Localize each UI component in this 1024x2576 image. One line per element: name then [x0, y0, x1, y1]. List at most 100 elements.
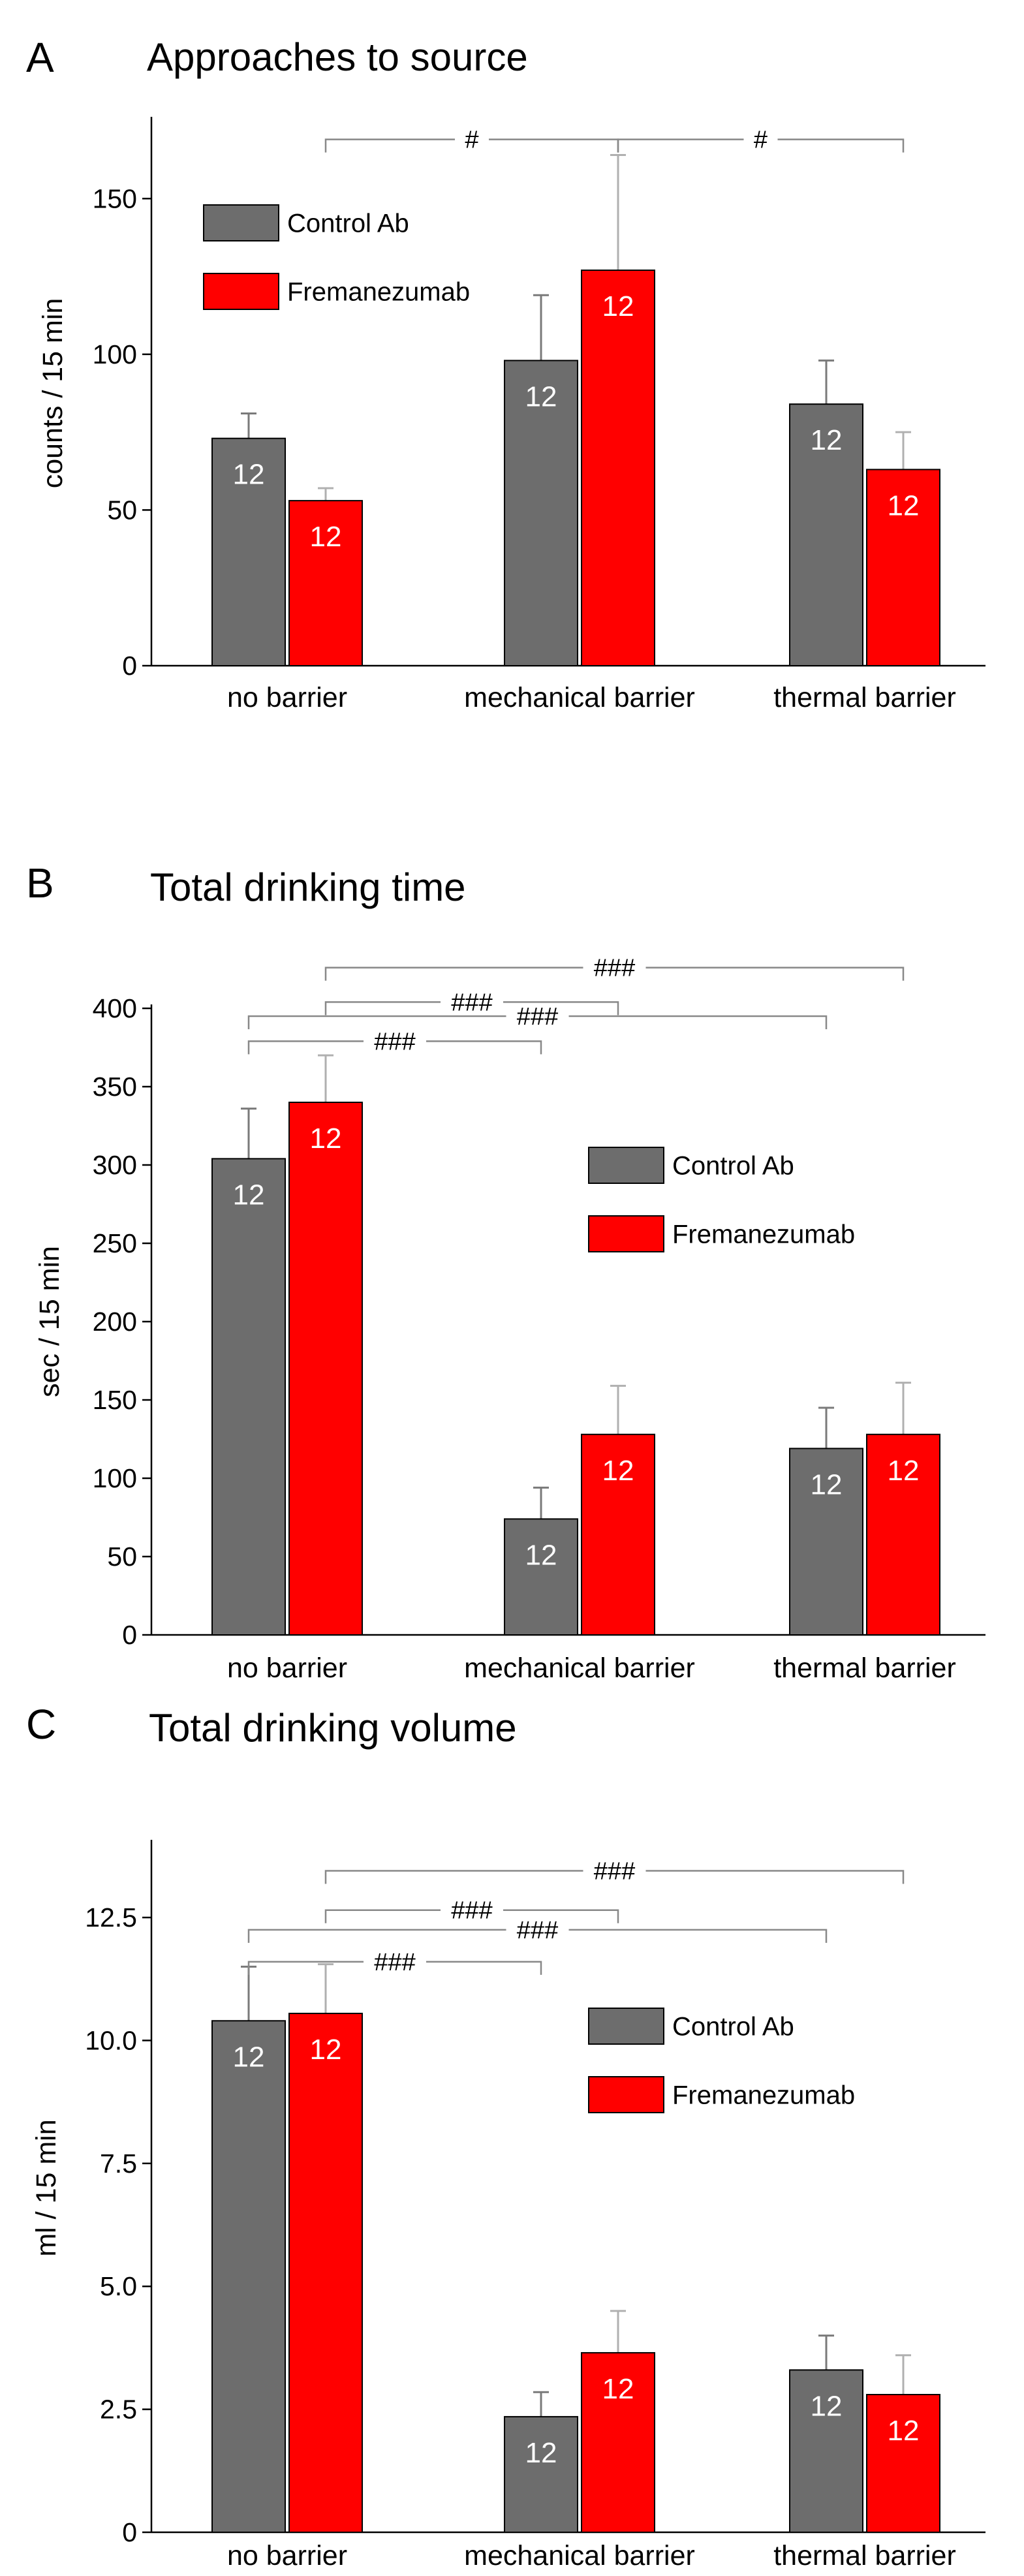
- bar-n-label: 12: [602, 290, 634, 322]
- y-tick-label: 300: [93, 1150, 137, 1180]
- significance-bracket: [247, 1929, 828, 1943]
- significance-label: #: [754, 127, 768, 154]
- y-tick-label: 350: [93, 1072, 137, 1102]
- legend-swatch: [203, 204, 279, 241]
- legend-label: Fremanezumab: [672, 2081, 855, 2110]
- bar: [789, 2369, 863, 2534]
- x-category-label: thermal barrier: [773, 2540, 956, 2571]
- legend-swatch: [588, 2008, 664, 2045]
- y-axis-label: ml / 15 min: [31, 2119, 62, 2256]
- legend-label: Control Ab: [672, 1152, 794, 1181]
- significance-label: ###: [594, 955, 635, 982]
- bar: [211, 437, 286, 667]
- plot-area: 0 50 100 150 200 250 300 350 400 sec / 15 min 12 12…: [34, 955, 985, 1684]
- bar-n-label: 12: [233, 1179, 265, 1211]
- significance-bracket: [247, 1015, 828, 1029]
- significance-label: ###: [517, 1917, 558, 1944]
- bar-n-label: 12: [811, 1468, 843, 1500]
- significance-bracket: [324, 1870, 905, 1884]
- bar: [288, 1102, 363, 1636]
- y-tick-label: 50: [107, 495, 137, 525]
- significance-bracket: [324, 967, 905, 981]
- bar-n-label: 12: [525, 1539, 557, 1571]
- y-tick-label: 400: [93, 993, 137, 1023]
- bar: [288, 500, 363, 666]
- bar-n-label: 12: [602, 1455, 634, 1487]
- panel-letter: A: [26, 34, 54, 81]
- bar-n-label: 12: [310, 2034, 342, 2066]
- legend-label: Fremanezumab: [287, 278, 470, 307]
- bar-n-label: 12: [310, 521, 342, 553]
- bar-n-label: 12: [602, 2373, 634, 2405]
- y-tick-label: 0: [122, 2517, 137, 2547]
- y-axis-label: sec / 15 min: [34, 1246, 65, 1397]
- panel-c: C Total drinking volume 0 2.5 5.0 7.5 10.0 12…: [26, 1701, 985, 2571]
- significance-bracket: [324, 1909, 619, 1923]
- panel-letter: C: [26, 1701, 56, 1748]
- y-tick-label: 100: [93, 1463, 137, 1493]
- significance-label: ###: [451, 989, 492, 1016]
- significance-bracket: [324, 1001, 619, 1016]
- bar: [211, 1158, 286, 1636]
- bar: [288, 2012, 363, 2534]
- bar-n-label: 12: [233, 459, 265, 491]
- panel-b: B Total drinking time 0 50 100 150 200 250 300…: [26, 860, 985, 1684]
- significance-bracket: [247, 1040, 542, 1055]
- significance-label: ###: [517, 1003, 558, 1031]
- y-tick-label: 0: [122, 1620, 137, 1650]
- legend-label: Fremanezumab: [672, 1220, 855, 1249]
- bar-n-label: 12: [310, 1123, 342, 1155]
- bar: [581, 2351, 655, 2534]
- legend-label: Control Ab: [672, 2013, 794, 2041]
- bar-n-label: 12: [888, 2415, 920, 2447]
- significance-bracket: [247, 1961, 542, 1975]
- y-tick-label: 5.0: [100, 2271, 137, 2301]
- x-category-label: no barrier: [227, 2540, 347, 2571]
- bar-n-label: 12: [811, 2390, 843, 2422]
- significance-label: ###: [374, 1949, 415, 1976]
- y-tick-label: 200: [93, 1307, 137, 1337]
- bar: [504, 1518, 578, 1636]
- significance-label: #: [465, 127, 478, 154]
- significance-label: ###: [594, 1857, 635, 1885]
- legend-swatch: [588, 1147, 664, 1184]
- panel-letter: B: [26, 860, 54, 907]
- bar: [504, 2415, 578, 2533]
- significance-label: ###: [451, 1897, 492, 1925]
- bar: [866, 1433, 940, 1636]
- y-tick-label: 2.5: [100, 2395, 137, 2425]
- x-category-label: thermal barrier: [773, 1653, 956, 1684]
- y-axis-label: counts / 15 min: [37, 298, 69, 489]
- x-category-label: mechanical barrier: [464, 1653, 695, 1684]
- bar-n-label: 12: [233, 2041, 265, 2073]
- bar: [789, 1448, 863, 1636]
- bar-n-label: 12: [888, 489, 920, 521]
- bar-n-label: 12: [525, 380, 557, 412]
- bar: [581, 270, 655, 666]
- x-category-label: mechanical barrier: [464, 2540, 695, 2571]
- chart-title: Total drinking volume: [149, 1706, 517, 1750]
- bar: [211, 2020, 286, 2533]
- legend-swatch: [588, 2076, 664, 2113]
- x-category-label: no barrier: [227, 1653, 347, 1684]
- x-category-label: mechanical barrier: [464, 682, 695, 713]
- plot-area: 0 2.5 5.0 7.5 10.0 12.5 ml / 15 min 12 12 12 12 12 1…: [31, 1840, 985, 2571]
- y-tick-label: 150: [93, 1385, 137, 1415]
- significance-bracket: [617, 138, 905, 153]
- x-category-label: thermal barrier: [773, 682, 956, 713]
- y-tick-label: 150: [93, 183, 137, 213]
- bar: [866, 2394, 940, 2533]
- y-tick-label: 250: [93, 1228, 137, 1258]
- significance-label: ###: [374, 1028, 415, 1055]
- chart-title: Total drinking time: [150, 865, 466, 909]
- y-tick-label: 50: [107, 1542, 137, 1572]
- y-tick-label: 10.0: [85, 2025, 137, 2055]
- legend-swatch: [588, 1215, 664, 1252]
- bar: [504, 360, 578, 667]
- y-tick-label: 7.5: [100, 2149, 137, 2179]
- chart-title: Approaches to source: [147, 35, 528, 79]
- y-tick-label: 100: [93, 339, 137, 369]
- bar-n-label: 12: [811, 424, 843, 456]
- y-tick-label: 12.5: [85, 1902, 137, 1932]
